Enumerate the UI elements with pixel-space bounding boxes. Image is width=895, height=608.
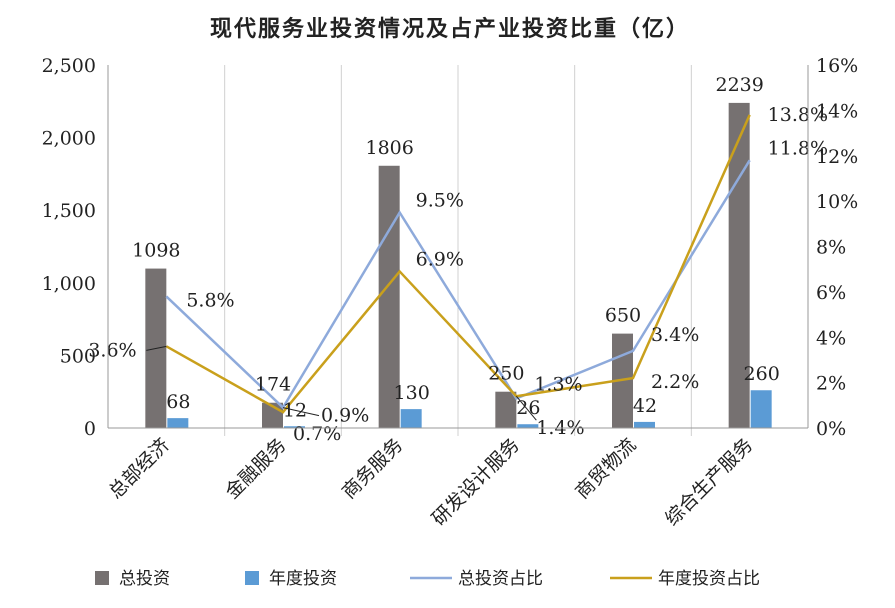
total-share-label: 11.8% [768,137,828,159]
bar-annual-investment [750,390,772,428]
total-share-label: 9.5% [416,189,464,211]
line-annual-share [165,114,751,414]
annual-share-label: 13.8% [768,104,828,126]
legend-label: 年度投资占比 [658,569,760,589]
right-tick-label: 8% [816,237,846,259]
total-share-label: 0.9% [321,405,369,427]
category-label: 总部经济 [105,434,174,503]
left-tick-label: 0 [84,418,96,440]
left-tick-label: 2,500 [42,55,96,77]
right-tick-label: 16% [816,55,858,77]
right-tick-label: 6% [816,282,846,304]
label-leader-line [146,345,167,351]
total-investment-label: 1098 [132,240,180,262]
annual-share-label: 3.6% [88,339,136,361]
left-tick-label: 2,000 [42,128,96,150]
chart-title: 现代服务业投资情况及占产业投资比重（亿） [210,16,690,42]
total-investment-label: 650 [605,305,641,327]
legend-label: 年度投资 [269,569,337,589]
annual-investment-label: 68 [166,391,190,413]
annual-share-label: 6.9% [416,248,464,270]
total-share-label: 5.8% [186,289,234,311]
bar-annual-investment [517,424,539,428]
total-investment-label: 174 [255,374,291,396]
annual-investment-label: 130 [394,382,430,404]
left-tick-label: 1,000 [42,273,96,295]
bar-total-investment [495,391,517,428]
total-investment-label: 2239 [715,74,763,96]
right-tick-label: 10% [816,191,858,213]
right-tick-label: 12% [816,146,858,168]
total-share-label: 1.3% [534,374,582,396]
legend-swatch [245,571,259,585]
legend-label: 总投资占比 [458,569,543,589]
legend-label: 总投资 [119,569,170,589]
bar-annual-investment [284,426,305,428]
category-label: 综合生产服务 [661,434,757,530]
left-tick-label: 1,500 [42,200,96,222]
right-tick-label: 4% [816,327,846,349]
line-total-share [165,159,751,410]
total-investment-label: 250 [488,363,524,385]
label-leader-line [515,395,537,421]
category-label: 商贸物流 [571,434,640,503]
annual-share-label: 2.2% [651,371,699,393]
total-investment-label: 1806 [365,137,413,159]
right-tick-label: 0% [816,418,846,440]
category-label: 金融服务 [221,434,290,503]
annual-share-label: 0.7% [293,423,341,445]
left-tick-label: 500 [60,345,96,367]
bar-annual-investment [167,418,189,428]
category-label: 研发设计服务 [428,434,524,530]
right-tick-label: 14% [816,100,858,122]
legend-swatch [95,571,109,585]
annual-investment-label: 260 [744,363,780,385]
label-leader-line [282,407,320,417]
annual-investment-label: 42 [633,395,657,417]
bar-annual-investment [400,409,422,428]
total-share-label: 3.4% [651,324,699,346]
right-tick-label: 2% [816,373,846,395]
bar-annual-investment [634,421,655,428]
category-label: 商务服务 [338,434,407,503]
bar-total-investment [378,165,400,428]
